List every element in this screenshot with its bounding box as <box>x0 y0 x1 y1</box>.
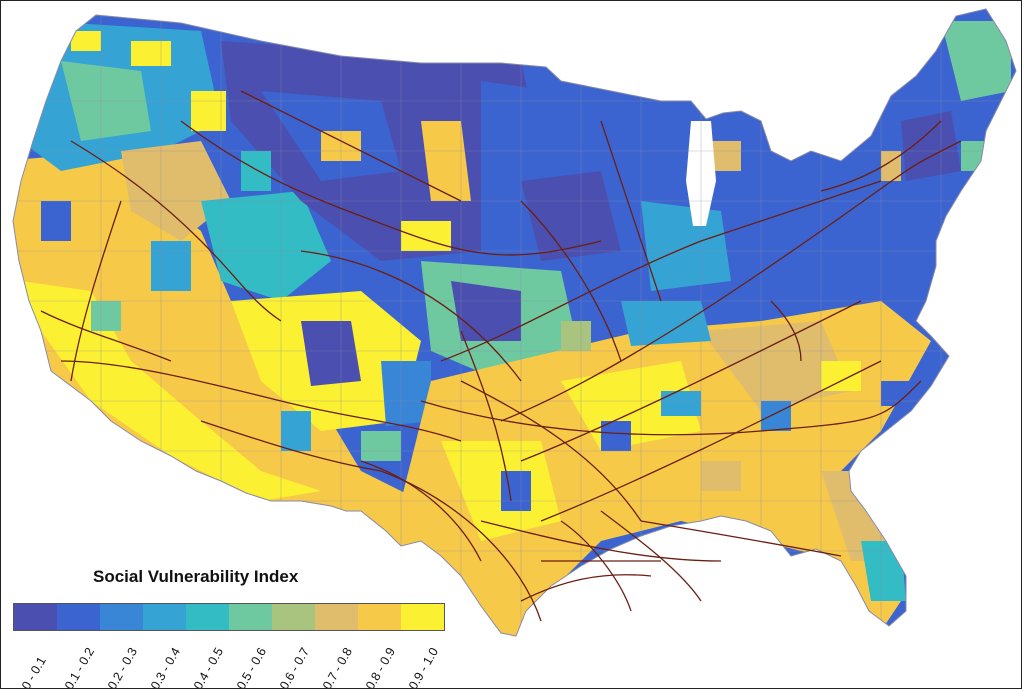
legend-swatch-2 <box>100 604 143 630</box>
legend-swatch-8 <box>358 604 401 630</box>
legend-swatch-9 <box>401 604 444 630</box>
legend-swatch-7 <box>315 604 358 630</box>
legend-color-bar <box>13 603 445 631</box>
legend-swatch-1 <box>57 604 100 630</box>
legend-swatch-3 <box>143 604 186 630</box>
pipeline-network <box>40 90 962 622</box>
legend-title: Social Vulnerability Index <box>93 567 299 586</box>
legend-swatch-5 <box>229 604 272 630</box>
legend-swatch-0 <box>14 604 57 630</box>
legend-swatch-4 <box>186 604 229 630</box>
legend-swatch-6 <box>272 604 315 630</box>
